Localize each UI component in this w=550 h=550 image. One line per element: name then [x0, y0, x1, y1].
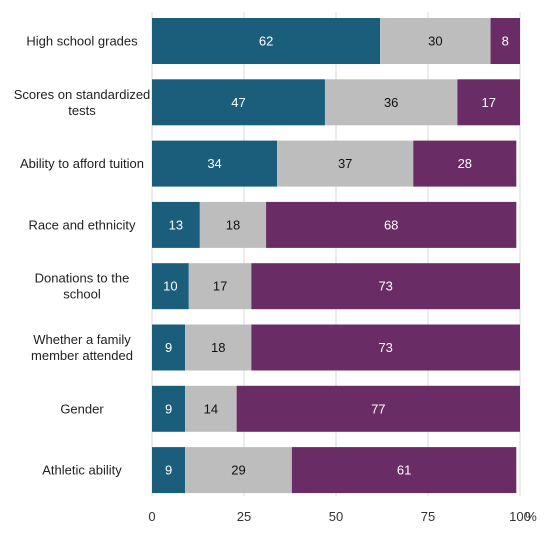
data-label: 62 [259, 34, 273, 49]
bar-segment [199, 201, 267, 248]
category-label: Ability to afford tuition [20, 156, 144, 171]
data-label: 9 [165, 340, 172, 355]
category-label: Athletic ability [42, 463, 122, 478]
bar-segment [277, 140, 414, 187]
bars: 62 30 8 47 36 17 34 37 28 13 18 68 10 17 73 9 18 73 9 14 77 9… [152, 18, 521, 494]
category-label: High school grades [26, 34, 138, 49]
x-tick-label: 0 [148, 509, 155, 524]
bar-segment [490, 18, 520, 64]
x-tick-label: 100 [509, 509, 531, 524]
bar-segment [413, 140, 517, 187]
bar-segment [185, 324, 252, 371]
data-label: 13 [169, 217, 183, 232]
x-axis: % 0 25 50 75 100 [148, 509, 537, 524]
bar-segment [152, 18, 381, 64]
category-label: Race and ethnicity [29, 217, 136, 232]
data-label: 77 [371, 401, 385, 416]
x-tick-label: 25 [237, 509, 251, 524]
x-axis-unit: % [525, 509, 537, 524]
data-label: 9 [165, 401, 172, 416]
category-label-line: tests [68, 103, 96, 118]
bar-segment [152, 447, 186, 494]
category-label-line: High school grades [26, 34, 138, 49]
category-label-line: Ability to afford tuition [20, 156, 144, 171]
category-label: Gender [60, 401, 104, 416]
category-labels: High school grades Scores on standardized… [14, 34, 151, 478]
data-label: 73 [378, 340, 392, 355]
bar-segment [251, 324, 521, 371]
category-label-line: Athletic ability [42, 463, 122, 478]
data-label: 18 [226, 217, 240, 232]
data-label: 34 [207, 156, 221, 171]
x-tick-label: 50 [329, 509, 343, 524]
category-label-line: Race and ethnicity [29, 217, 136, 232]
bar-segment [457, 79, 520, 126]
bar-segment [251, 263, 521, 310]
x-tick-label: 75 [421, 509, 435, 524]
bar-segment [152, 140, 278, 187]
data-label: 10 [163, 279, 177, 294]
data-label: 8 [502, 34, 509, 49]
bar-segment [291, 447, 517, 494]
data-label: 36 [384, 95, 398, 110]
data-label: 37 [338, 156, 352, 171]
data-label: 73 [378, 279, 392, 294]
bar-segment [380, 18, 491, 64]
category-label: Donations to the school [35, 271, 130, 302]
data-label: 17 [213, 279, 227, 294]
data-label: 17 [481, 95, 495, 110]
data-label: 18 [211, 340, 225, 355]
data-label: 30 [428, 34, 442, 49]
bar-segment [185, 447, 292, 494]
category-label-line: Scores on standardized [14, 87, 151, 102]
data-label: 47 [231, 95, 245, 110]
category-label-line: Donations to the [35, 271, 130, 286]
bar-segment [185, 385, 237, 432]
category-label: Scores on standardized tests [14, 87, 151, 118]
bar-segment [266, 201, 517, 248]
data-label: 68 [384, 217, 398, 232]
data-label: 28 [458, 156, 472, 171]
data-label: 61 [397, 463, 411, 478]
bar-segment [236, 385, 520, 432]
bar-segment [152, 324, 186, 371]
bar-segment [152, 201, 200, 248]
bar-segment [152, 385, 186, 432]
bar-segment [152, 263, 189, 310]
category-label: Whether a family member attended [31, 332, 133, 363]
data-label: 9 [165, 463, 172, 478]
bar-segment [324, 79, 458, 126]
bar-segment [188, 263, 252, 310]
category-label-line: Gender [60, 401, 104, 416]
bar-segment [152, 79, 325, 126]
data-label: 29 [231, 463, 245, 478]
category-label-line: Whether a family [33, 332, 131, 347]
category-label-line: school [63, 287, 101, 302]
data-label: 14 [204, 401, 218, 416]
category-label-line: member attended [31, 348, 133, 363]
